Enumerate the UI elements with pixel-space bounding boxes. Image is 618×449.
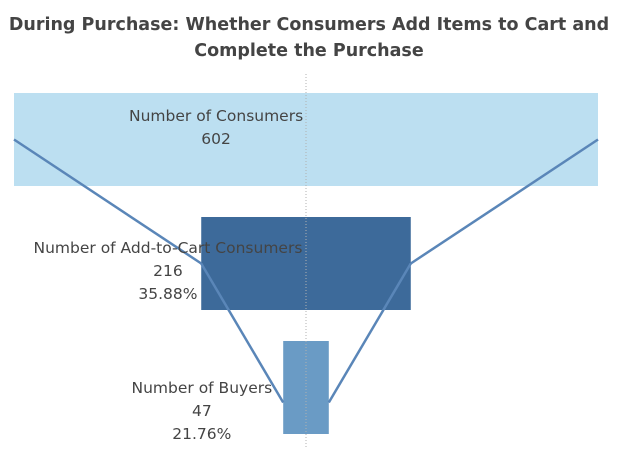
stage-label-add-to-cart: Number of Add-to-Cart Consumers 216 35.8… — [34, 237, 303, 306]
stage-name-add-to-cart: Number of Add-to-Cart Consumers — [33, 239, 303, 257]
funnel-bar-consumers — [14, 93, 598, 186]
stage-label-consumers: Number of Consumers 602 — [129, 105, 303, 151]
funnel-connectors — [13, 138, 599, 404]
stage-value-consumers: 602 — [201, 130, 231, 148]
connector-right-add-to-cart-to-buyers — [327, 262, 412, 404]
connector-left-consumers-to-add-to-cart — [13, 138, 202, 265]
connector-right-consumers-to-add-to-cart — [410, 138, 599, 265]
chart-title-line-1: During Purchase: Whether Consumers Add I… — [8, 15, 610, 35]
stage-name-consumers: Number of Consumers — [129, 107, 304, 125]
stage-label-buyers: Number of Buyers 47 21.76% — [132, 377, 273, 446]
stage-value-add-to-cart: 216 — [153, 262, 183, 280]
stage-percent-buyers: 21.76% — [172, 425, 232, 443]
connector-left-add-to-cart-to-buyers — [200, 262, 285, 404]
funnel-bar-buyers — [283, 341, 329, 434]
stage-percent-add-to-cart: 35.88% — [138, 285, 198, 303]
chart-title: During Purchase: Whether Consumers Add I… — [0, 12, 618, 64]
chart-title-line-2: Complete the Purchase — [194, 41, 424, 61]
stage-value-buyers: 47 — [191, 402, 212, 420]
stage-name-buyers: Number of Buyers — [131, 379, 273, 397]
